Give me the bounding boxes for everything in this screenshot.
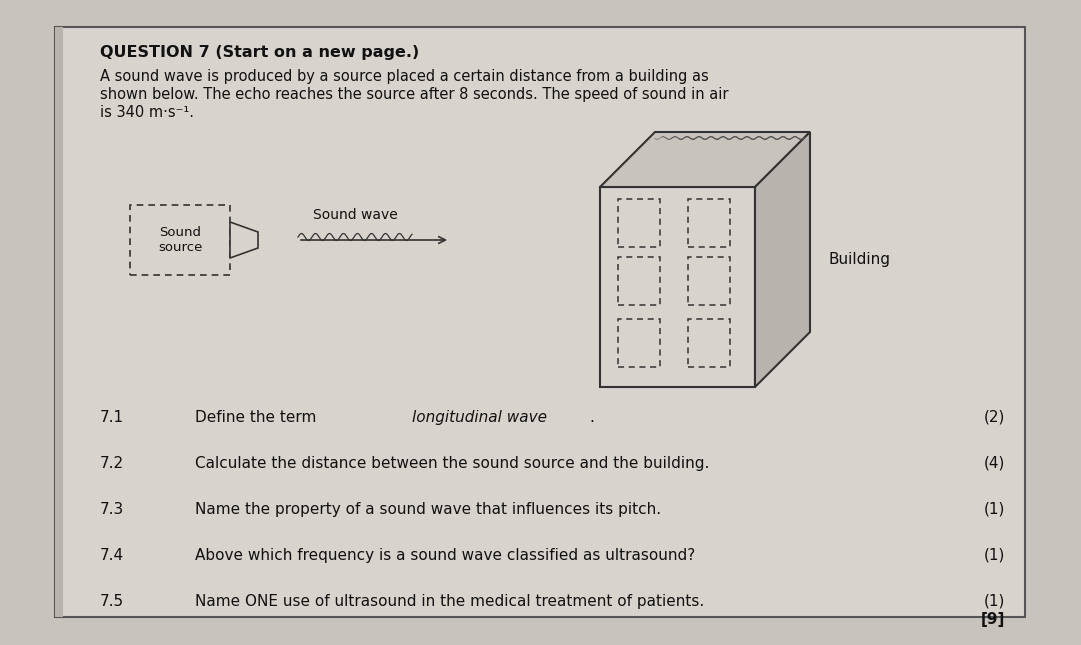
Bar (688, 257, 730, 305)
Text: Above which frequency is a sound wave classified as ultrasound?: Above which frequency is a sound wave cl… (195, 548, 695, 563)
Text: Name the property of a sound wave that influences its pitch.: Name the property of a sound wave that i… (195, 502, 662, 517)
Text: 7.3: 7.3 (101, 502, 124, 517)
Text: Sound
source: Sound source (158, 226, 202, 254)
Text: (1): (1) (984, 594, 1005, 609)
Text: longitudinal wave: longitudinal wave (413, 410, 547, 425)
Text: is 340 m·s⁻¹.: is 340 m·s⁻¹. (101, 105, 193, 120)
Text: (4): (4) (984, 456, 1005, 471)
Text: (1): (1) (984, 502, 1005, 517)
Text: Building: Building (828, 252, 890, 267)
Text: 7.4: 7.4 (101, 548, 124, 563)
Text: 7.5: 7.5 (101, 594, 124, 609)
Text: [9]: [9] (980, 612, 1005, 627)
Text: A sound wave is produced by a source placed a certain distance from a building a: A sound wave is produced by a source pla… (101, 69, 709, 84)
Text: Name ONE use of ultrasound in the medical treatment of patients.: Name ONE use of ultrasound in the medica… (195, 594, 704, 609)
Bar (130, 205, 230, 275)
Text: .: . (590, 410, 595, 425)
Bar (618, 257, 660, 305)
Text: shown below. The echo reaches the source after 8 seconds. The speed of sound in : shown below. The echo reaches the source… (101, 87, 729, 102)
Text: Calculate the distance between the sound source and the building.: Calculate the distance between the sound… (195, 456, 709, 471)
Text: Define the term: Define the term (195, 410, 321, 425)
Polygon shape (600, 132, 810, 187)
Bar (618, 319, 660, 367)
Text: Sound wave: Sound wave (312, 208, 398, 222)
Text: 7.1: 7.1 (101, 410, 124, 425)
Bar (55, 27, 1025, 617)
Bar (688, 319, 730, 367)
Bar (618, 199, 660, 247)
Polygon shape (755, 132, 810, 387)
Text: (1): (1) (984, 548, 1005, 563)
Bar (600, 187, 755, 387)
Polygon shape (230, 222, 258, 258)
Bar (688, 199, 730, 247)
Text: 7.2: 7.2 (101, 456, 124, 471)
Bar (55, 27, 63, 617)
Text: QUESTION 7 (Start on a new page.): QUESTION 7 (Start on a new page.) (101, 45, 419, 60)
Text: (2): (2) (984, 410, 1005, 425)
